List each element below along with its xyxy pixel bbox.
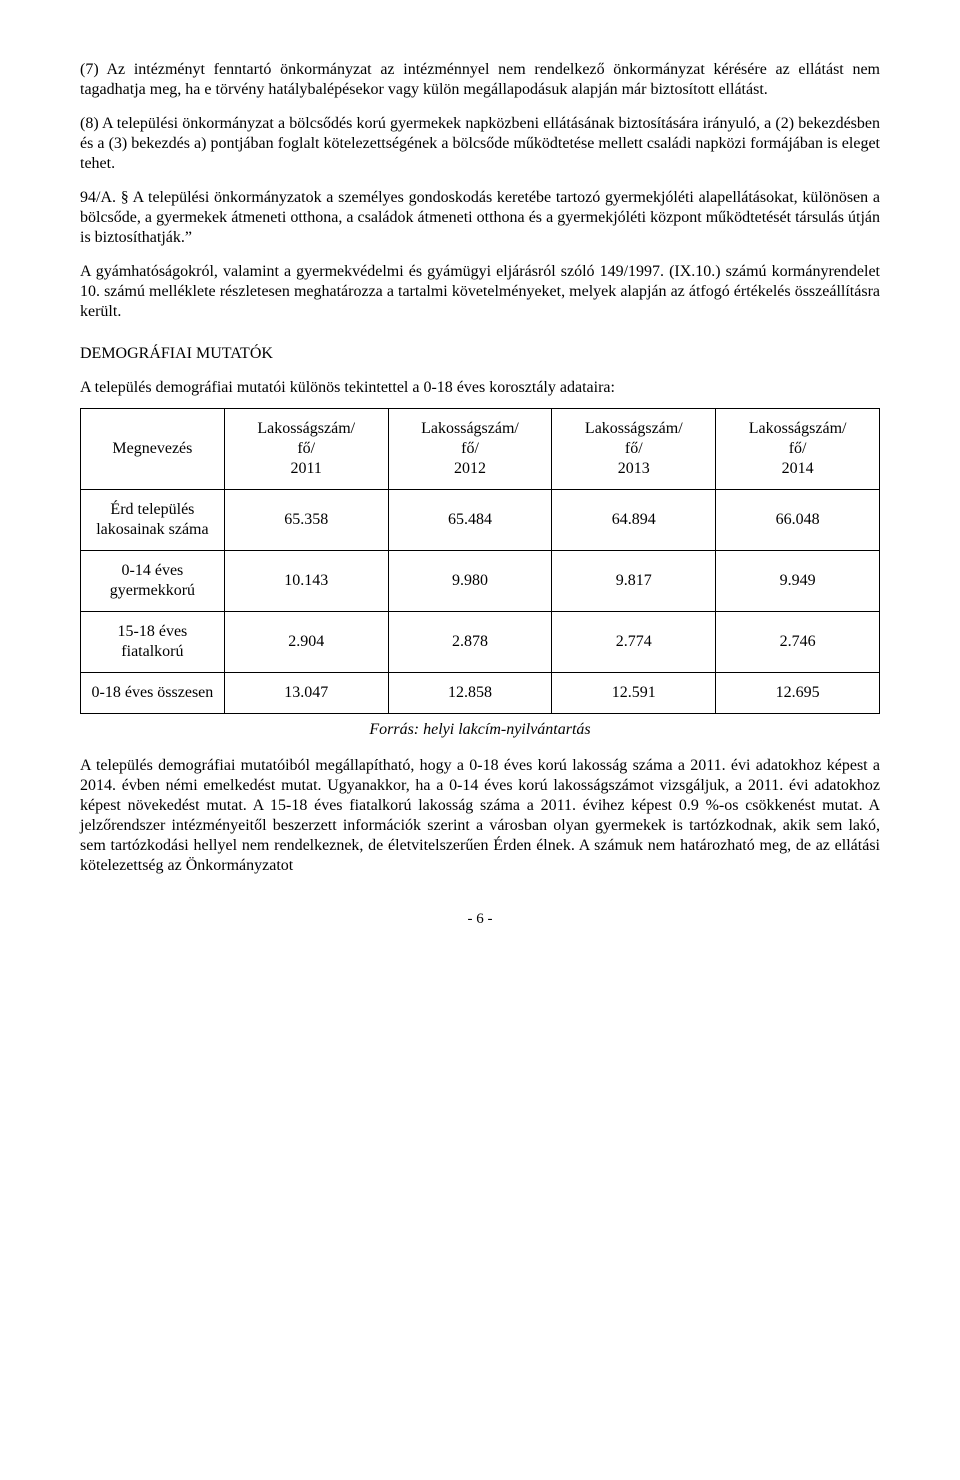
section-heading-demographics: DEMOGRÁFIAI MUTATÓK (80, 344, 880, 364)
cell: 9.980 (388, 551, 552, 612)
col-header-2011: Lakosságszám/ fő/ 2011 (224, 409, 388, 490)
paragraph-7: (7) Az intézményt fenntartó önkormányzat… (80, 60, 880, 100)
cell: 12.591 (552, 673, 716, 714)
cell: 10.143 (224, 551, 388, 612)
paragraph-analysis: A település demográfiai mutatóiból megál… (80, 756, 880, 876)
row-label: 15-18 éves fiatalkorú (81, 612, 225, 673)
cell: 65.358 (224, 490, 388, 551)
col-header-2014: Lakosságszám/ fő/ 2014 (716, 409, 880, 490)
row-label: Érd település lakosainak száma (81, 490, 225, 551)
table-header-row: Megnevezés Lakosságszám/ fő/ 2011 Lakoss… (81, 409, 880, 490)
cell: 64.894 (552, 490, 716, 551)
table-row: 0-14 éves gyermekkorú 10.143 9.980 9.817… (81, 551, 880, 612)
cell: 2.774 (552, 612, 716, 673)
cell: 2.746 (716, 612, 880, 673)
row-label: 0-18 éves összesen (81, 673, 225, 714)
table-source: Forrás: helyi lakcím-nyilvántartás (80, 720, 880, 740)
paragraph-8: (8) A települési önkormányzat a bölcsődé… (80, 114, 880, 174)
cell: 9.817 (552, 551, 716, 612)
page-number: - 6 - (80, 910, 880, 929)
cell: 2.904 (224, 612, 388, 673)
demographics-table: Megnevezés Lakosságszám/ fő/ 2011 Lakoss… (80, 408, 880, 714)
cell: 2.878 (388, 612, 552, 673)
table-row: 15-18 éves fiatalkorú 2.904 2.878 2.774 … (81, 612, 880, 673)
col-header-2012: Lakosságszám/ fő/ 2012 (388, 409, 552, 490)
col-header-2013: Lakosságszám/ fő/ 2013 (552, 409, 716, 490)
cell: 65.484 (388, 490, 552, 551)
table-intro: A település demográfiai mutatói különös … (80, 378, 880, 398)
paragraph-regulation: A gyámhatóságokról, valamint a gyermekvé… (80, 262, 880, 322)
cell: 13.047 (224, 673, 388, 714)
table-row: Érd település lakosainak száma 65.358 65… (81, 490, 880, 551)
cell: 66.048 (716, 490, 880, 551)
row-label: 0-14 éves gyermekkorú (81, 551, 225, 612)
table-row: 0-18 éves összesen 13.047 12.858 12.591 … (81, 673, 880, 714)
cell: 12.858 (388, 673, 552, 714)
col-header-megnevezes: Megnevezés (81, 409, 225, 490)
cell: 9.949 (716, 551, 880, 612)
paragraph-94a: 94/A. § A települési önkormányzatok a sz… (80, 188, 880, 248)
cell: 12.695 (716, 673, 880, 714)
